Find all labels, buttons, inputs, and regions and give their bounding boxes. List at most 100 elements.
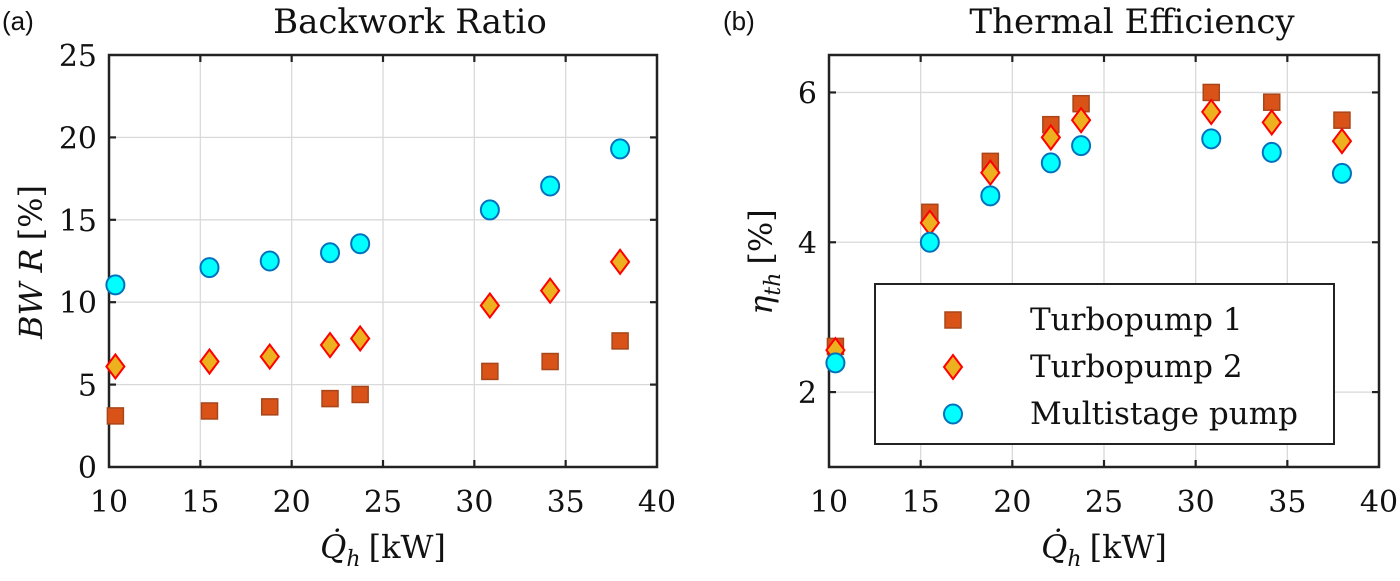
data-point-square xyxy=(481,362,499,381)
data-point-diamond xyxy=(319,331,341,359)
x-tick-label: 40 xyxy=(1360,485,1398,520)
data-point-circle xyxy=(980,185,1001,207)
y-tick-label: 4 xyxy=(798,226,817,261)
data-point-diamond xyxy=(539,276,561,305)
series-multistage-pump xyxy=(105,138,631,296)
x-tick-label: 20 xyxy=(993,485,1031,520)
data-point-diamond xyxy=(1331,127,1353,155)
x-tick-label: 30 xyxy=(455,485,493,520)
panel-b-xlabel-sub: h xyxy=(1067,547,1081,572)
x-tick-label: 15 xyxy=(181,485,219,520)
panel-a-y-axis-label: BW R [%] xyxy=(12,185,50,340)
panel-a-y-tick-labels: 0 5 10 15 20 25 xyxy=(59,39,97,486)
data-point-circle xyxy=(919,231,940,253)
data-point-circle xyxy=(320,242,341,264)
panel-a-ylabel-main: BW R xyxy=(12,248,50,340)
x-tick-label: 35 xyxy=(1268,485,1306,520)
panel-a-data-points xyxy=(105,138,631,425)
data-point-circle xyxy=(825,352,846,374)
data-point-circle xyxy=(610,138,631,160)
y-tick-label: 20 xyxy=(59,121,97,156)
y-tick-label: 2 xyxy=(798,376,817,411)
data-point-diamond xyxy=(259,342,280,371)
data-point-circle xyxy=(350,233,371,255)
panel-b-x-tick-labels: 10 15 20 25 30 35 40 xyxy=(810,485,1398,520)
data-point-circle xyxy=(105,274,126,296)
data-point-square xyxy=(611,332,629,350)
data-point-diamond xyxy=(1040,123,1062,152)
legend-entry-turbopump-1: Turbopump 1 xyxy=(1030,302,1243,338)
panel-b-ylabel-unit: [%] xyxy=(742,209,780,264)
x-tick-label: 10 xyxy=(90,485,128,520)
panel-b-y-axis-label: ηth [%] xyxy=(742,209,786,315)
panel-b-axes-frame xyxy=(827,53,1381,469)
panel-b-ylabel-main: η xyxy=(742,296,780,315)
data-point-square xyxy=(351,385,369,404)
y-tick-label: 10 xyxy=(59,286,97,321)
panel-b-ylabel-sub: th xyxy=(761,273,786,296)
panel-a-grid xyxy=(109,55,657,467)
data-point-circle xyxy=(1261,141,1282,163)
data-point-circle xyxy=(540,175,561,197)
panel-a-axes-frame xyxy=(107,53,659,469)
data-point-square xyxy=(1263,93,1281,111)
panel-b-xlabel-unit: [kW] xyxy=(1090,528,1167,566)
data-point-square xyxy=(200,402,219,420)
y-tick-label: 0 xyxy=(78,451,97,486)
legend-markers xyxy=(942,311,964,425)
legend: Turbopump 1 Turbopump 2 Multistage pump xyxy=(874,283,1335,445)
data-point-square xyxy=(1333,111,1351,129)
data-point-circle xyxy=(1071,135,1092,157)
panel-b-data-points xyxy=(825,83,1353,374)
data-point-diamond xyxy=(199,347,220,376)
x-tick-label: 25 xyxy=(1085,485,1123,520)
data-point-diamond xyxy=(105,352,126,381)
legend-marker-diamond xyxy=(942,353,964,381)
series-turbopump-1 xyxy=(106,332,629,425)
panel-a-xlabel-sub: h xyxy=(346,547,360,572)
data-point-square xyxy=(321,389,339,408)
data-point-diamond xyxy=(1201,98,1222,126)
x-tick-label: 30 xyxy=(1177,485,1215,520)
data-point-diamond xyxy=(1070,106,1092,134)
legend-marker-square xyxy=(944,311,962,329)
data-point-diamond xyxy=(479,291,501,320)
panel-b-xlabel-main: Q̇ xyxy=(1041,528,1067,566)
panel-b-y-tick-labels: 2 4 6 xyxy=(798,76,817,411)
legend-marker-circle xyxy=(943,403,963,425)
panel-a-title: Backwork Ratio xyxy=(273,2,547,42)
panel-a-x-tick-labels: 10 15 20 25 30 35 40 xyxy=(90,485,676,520)
data-point-circle xyxy=(1201,128,1222,150)
panel-a-x-axis-label: Q̇h [kW] xyxy=(320,528,446,572)
y-tick-label: 15 xyxy=(59,204,97,239)
legend-entry-multistage-pump: Multistage pump xyxy=(1030,396,1298,432)
legend-entry-turbopump-2: Turbopump 2 xyxy=(1030,349,1243,385)
x-tick-label: 15 xyxy=(902,485,940,520)
data-point-square xyxy=(541,352,559,371)
y-tick-label: 6 xyxy=(798,76,817,111)
series-turbopump-2 xyxy=(105,248,631,381)
data-point-square xyxy=(1202,83,1220,102)
panel-a-xlabel-main: Q̇ xyxy=(320,528,346,566)
data-point-circle xyxy=(259,250,280,272)
data-point-diamond xyxy=(1261,108,1282,137)
data-point-diamond xyxy=(980,158,1001,187)
panel-b-thermal-efficiency: (b) Thermal Efficiency 10 15 20 25 30 35 40 2 4… xyxy=(723,2,1398,572)
series-multistage-pump xyxy=(825,128,1352,374)
data-point-circle xyxy=(199,257,220,279)
x-tick-label: 40 xyxy=(638,485,676,520)
x-tick-label: 10 xyxy=(810,485,848,520)
panel-a-label: (a) xyxy=(2,6,34,36)
data-point-circle xyxy=(1331,162,1352,184)
panel-a-backwork-ratio: (a) Backwork Ratio 10 15 20 25 30 35 40 0 5 10 15… xyxy=(2,2,676,572)
x-tick-label: 35 xyxy=(547,485,585,520)
data-point-square xyxy=(260,398,279,416)
data-point-circle xyxy=(479,199,500,221)
x-tick-label: 20 xyxy=(273,485,311,520)
panel-b-label: (b) xyxy=(723,6,755,36)
data-point-diamond xyxy=(349,324,371,353)
y-tick-label: 25 xyxy=(59,39,97,74)
data-point-circle xyxy=(1040,152,1061,174)
panel-b-title: Thermal Efficiency xyxy=(969,2,1295,42)
